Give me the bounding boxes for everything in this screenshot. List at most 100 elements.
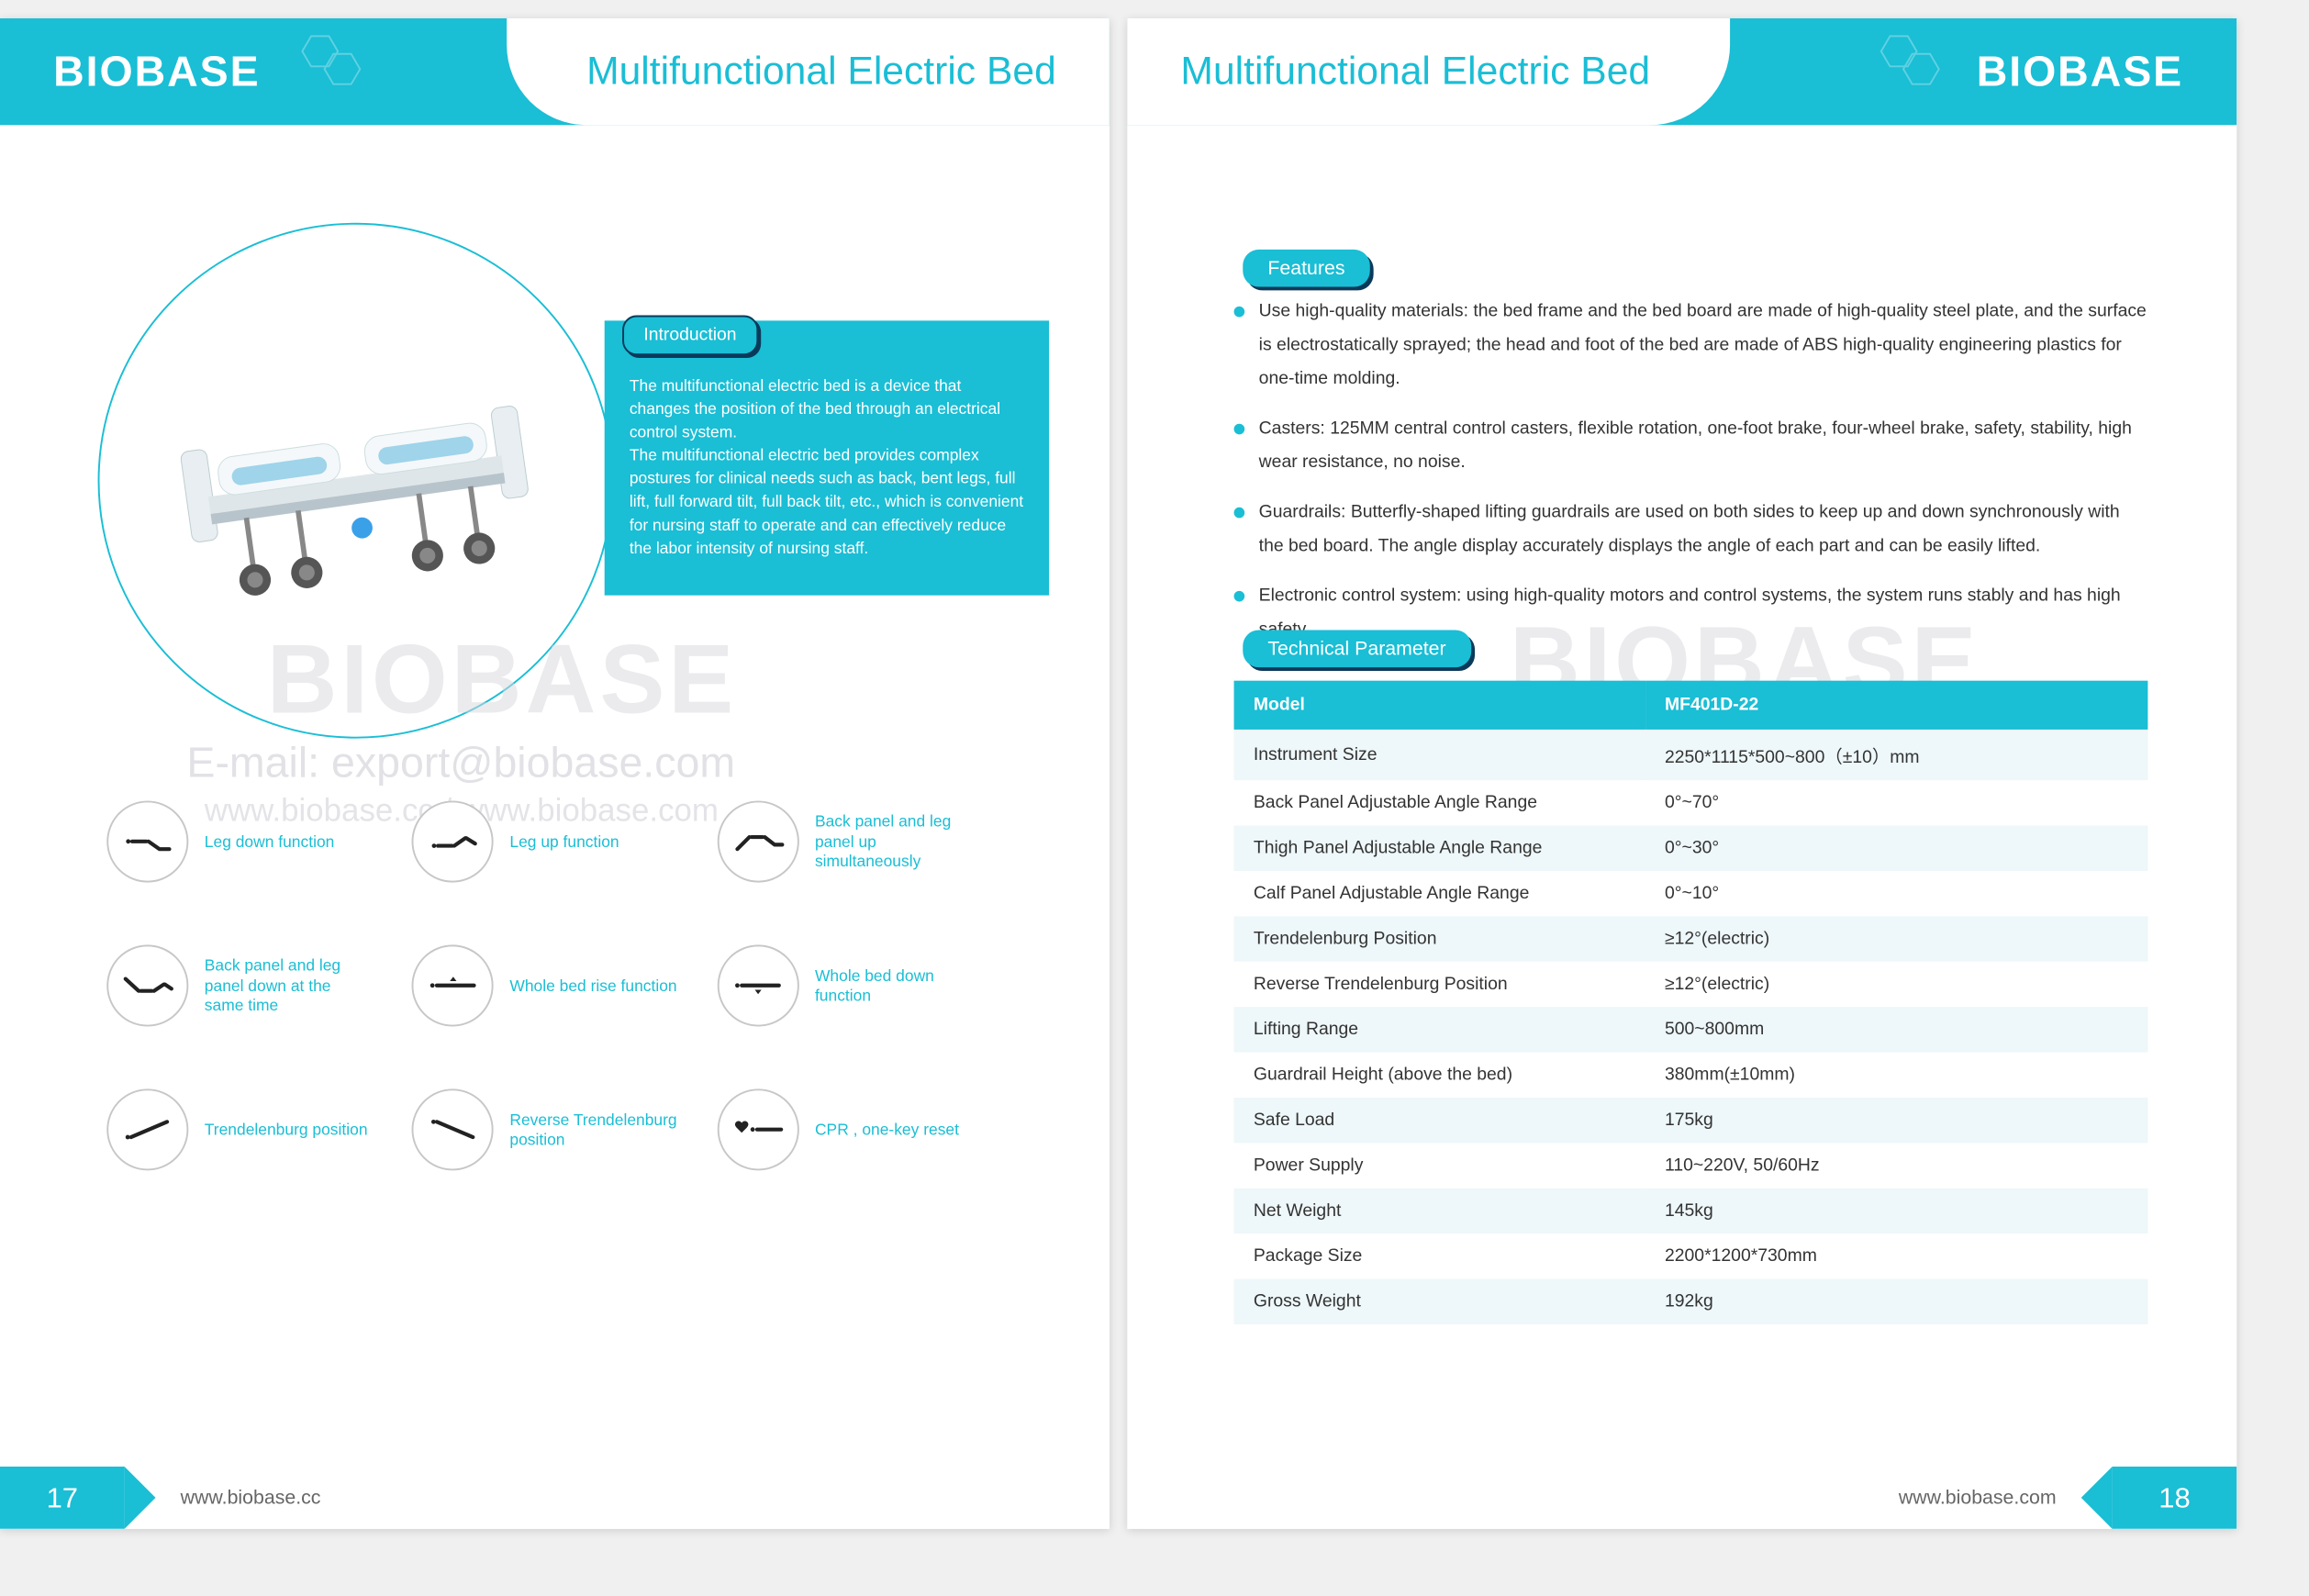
feature-item: Use high-quality materials: the bed fram…	[1234, 294, 2148, 395]
footer-wedge-icon	[125, 1467, 156, 1529]
tech-param-name: Power Supply	[1234, 1143, 1645, 1188]
tech-parameter-label: Technical Parameter	[1243, 630, 1471, 667]
page-title-right: Multifunctional Electric Bed	[1127, 18, 1730, 125]
function-icon-rev-trend	[412, 1088, 494, 1170]
tech-param-value: 380mm(±10mm)	[1645, 1053, 2148, 1098]
tech-param-name: Net Weight	[1234, 1189, 1645, 1233]
table-row: Package Size2200*1200*730mm	[1234, 1233, 2148, 1278]
molecule-icon	[284, 28, 374, 98]
table-row: Safe Load175kg	[1234, 1098, 2148, 1143]
function-label: Whole bed down function	[815, 965, 984, 1006]
tech-param-value: 0°~30°	[1645, 826, 2148, 871]
function-item: Trendelenburg position	[106, 1088, 385, 1170]
header-right: Multifunctional Electric Bed BIOBASE	[1127, 18, 2236, 125]
tech-param-name: Back Panel Adjustable Angle Range	[1234, 780, 1645, 825]
footer-wedge-icon	[2081, 1467, 2113, 1529]
catalog-spread: BIOBASE Multifunctional Electric Bed	[0, 18, 2236, 1529]
tech-param-value: 145kg	[1645, 1189, 2148, 1233]
tech-param-name: Thigh Panel Adjustable Angle Range	[1234, 826, 1645, 871]
page-title-left: Multifunctional Electric Bed	[507, 18, 1110, 125]
watermark-email-left: E-mail: export@biobase.com	[186, 739, 735, 787]
function-item: Back panel and leg panel down at the sam…	[106, 944, 385, 1026]
functions-grid: Leg down function Leg up function Back p…	[106, 800, 996, 1170]
function-item: CPR , one-key reset	[717, 1088, 996, 1170]
function-icon-bed-rise	[412, 944, 494, 1026]
footer-right: www.biobase.com 18	[1127, 1467, 2236, 1529]
function-label: Whole bed rise function	[509, 976, 676, 996]
footer-left: 17 www.biobase.cc	[0, 1467, 1110, 1529]
tech-param-value: 0°~10°	[1645, 871, 2148, 916]
tech-header-model: Model	[1234, 681, 1645, 730]
features-list: Use high-quality materials: the bed fram…	[1234, 294, 2148, 662]
introduction-box: Introduction The multifunctional electri…	[605, 320, 1049, 595]
tech-param-name: Reverse Trendelenburg Position	[1234, 962, 1645, 1007]
table-row: Instrument Size2250*1115*500~800（±10）mm	[1234, 730, 2148, 780]
function-icon-bed-down	[717, 944, 798, 1026]
brand-logo-right: BIOBASE	[1924, 47, 2237, 95]
hospital-bed-illustration	[138, 263, 573, 698]
tech-param-name: Safe Load	[1234, 1098, 1645, 1143]
table-row: Trendelenburg Position≥12°(electric)	[1234, 916, 2148, 961]
tech-param-name: Package Size	[1234, 1233, 1645, 1278]
tech-param-name: Gross Weight	[1234, 1279, 1645, 1324]
feature-item: Casters: 125MM central control casters, …	[1234, 411, 2148, 479]
intro-paragraph-2: The multifunctional electric bed provide…	[630, 443, 1024, 559]
table-row: Back Panel Adjustable Angle Range0°~70°	[1234, 780, 2148, 825]
table-row: Power Supply110~220V, 50/60Hz	[1234, 1143, 2148, 1188]
tech-param-value: ≥12°(electric)	[1645, 962, 2148, 1007]
function-label: Leg down function	[205, 831, 335, 852]
page-right: Multifunctional Electric Bed BIOBASE Fea…	[1127, 18, 2236, 1529]
tech-param-value: 2250*1115*500~800（±10）mm	[1645, 730, 2148, 780]
footer-url-left: www.biobase.cc	[156, 1486, 346, 1509]
tech-param-value: 192kg	[1645, 1279, 2148, 1324]
function-item: Back panel and leg panel up simultaneous…	[717, 800, 996, 882]
table-row: Guardrail Height (above the bed)380mm(±1…	[1234, 1053, 2148, 1098]
tech-param-value: 110~220V, 50/60Hz	[1645, 1143, 2148, 1188]
function-item: Leg up function	[412, 800, 691, 882]
footer-url-right: www.biobase.com	[1874, 1486, 2081, 1509]
page-number-right: 18	[2113, 1467, 2237, 1529]
tech-param-name: Calf Panel Adjustable Angle Range	[1234, 871, 1645, 916]
tech-param-name: Instrument Size	[1234, 730, 1645, 780]
table-row: Gross Weight192kg	[1234, 1279, 2148, 1324]
function-item: Whole bed down function	[717, 944, 996, 1026]
function-label: Back panel and leg panel down at the sam…	[205, 955, 374, 1015]
tech-table-body: Instrument Size2250*1115*500~800（±10）mmB…	[1234, 730, 2148, 1324]
intro-paragraph-1: The multifunctional electric bed is a de…	[630, 374, 1024, 443]
function-icon-both-up	[717, 800, 798, 882]
function-item: Whole bed rise function	[412, 944, 691, 1026]
function-label: Reverse Trendelenburg position	[509, 1110, 678, 1150]
function-label: CPR , one-key reset	[815, 1120, 959, 1140]
tech-param-name: Trendelenburg Position	[1234, 916, 1645, 961]
tech-param-value: 0°~70°	[1645, 780, 2148, 825]
function-label: Back panel and leg panel up simultaneous…	[815, 811, 984, 871]
tech-param-value: ≥12°(electric)	[1645, 916, 2148, 961]
molecule-icon	[1863, 28, 1952, 98]
tech-param-value: 500~800mm	[1645, 1007, 2148, 1052]
brand-logo-left: BIOBASE	[0, 47, 314, 95]
function-icon-leg-down	[106, 800, 188, 882]
function-item: Leg down function	[106, 800, 385, 882]
function-icon-cpr	[717, 1088, 798, 1170]
tech-param-name: Guardrail Height (above the bed)	[1234, 1053, 1645, 1098]
function-icon-leg-up	[412, 800, 494, 882]
table-row: Lifting Range500~800mm	[1234, 1007, 2148, 1052]
table-row: Net Weight145kg	[1234, 1189, 2148, 1233]
table-row: Calf Panel Adjustable Angle Range0°~10°	[1234, 871, 2148, 916]
page-left: BIOBASE Multifunctional Electric Bed	[0, 18, 1110, 1529]
feature-item: Guardrails: Butterfly-shaped lifting gua…	[1234, 495, 2148, 563]
tech-param-value: 175kg	[1645, 1098, 2148, 1143]
function-label: Trendelenburg position	[205, 1120, 368, 1140]
header-left: BIOBASE Multifunctional Electric Bed	[0, 18, 1110, 125]
page-number-left: 17	[0, 1467, 125, 1529]
function-icon-trend	[106, 1088, 188, 1170]
function-icon-both-down	[106, 944, 188, 1026]
introduction-label: Introduction	[622, 316, 758, 356]
function-item: Reverse Trendelenburg position	[412, 1088, 691, 1170]
technical-parameter-table: Model MF401D-22 Instrument Size2250*1115…	[1234, 681, 2148, 1324]
product-image-circle	[98, 223, 614, 739]
table-row: Thigh Panel Adjustable Angle Range0°~30°	[1234, 826, 2148, 871]
function-label: Leg up function	[509, 831, 619, 852]
tech-header-value: MF401D-22	[1645, 681, 2148, 730]
tech-param-value: 2200*1200*730mm	[1645, 1233, 2148, 1278]
